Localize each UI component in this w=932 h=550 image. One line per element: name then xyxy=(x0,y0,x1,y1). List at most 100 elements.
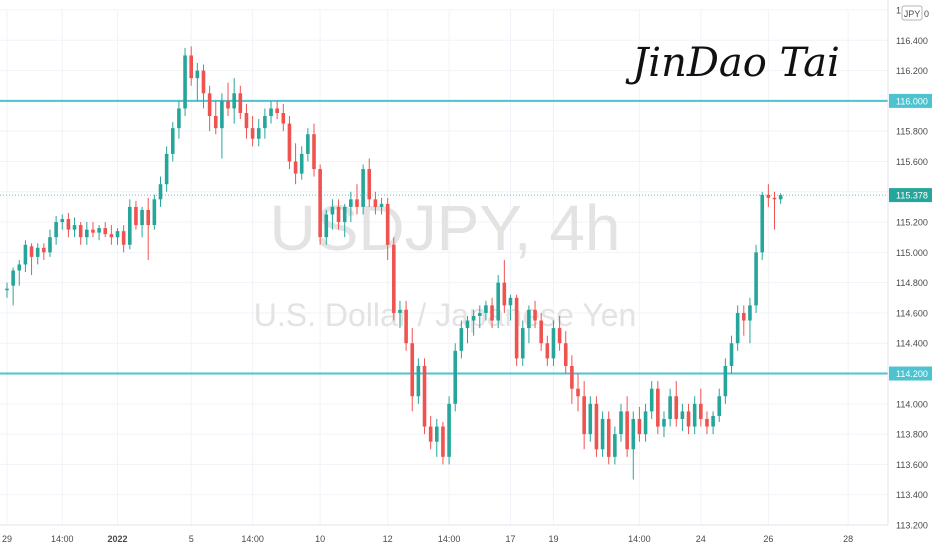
candle-body xyxy=(570,365,574,389)
horizontal-levels xyxy=(0,99,888,375)
candle-body xyxy=(152,199,157,226)
candle xyxy=(48,229,52,257)
candle xyxy=(146,197,151,260)
candle-body xyxy=(435,426,439,442)
candle xyxy=(263,108,267,139)
candle xyxy=(367,158,372,207)
candle-body xyxy=(78,225,83,238)
candle-body xyxy=(699,403,703,419)
candle-body xyxy=(416,365,421,397)
candle xyxy=(563,331,568,374)
candle xyxy=(398,300,402,329)
candle-body xyxy=(72,225,77,230)
candle-body xyxy=(134,206,138,226)
candle-body xyxy=(545,343,550,359)
candle-body xyxy=(527,309,531,329)
candle xyxy=(134,200,138,230)
candle-body xyxy=(54,222,58,238)
candle xyxy=(533,300,537,329)
candle xyxy=(545,335,550,366)
candle-body xyxy=(158,184,163,200)
candle xyxy=(269,100,273,124)
candle-body xyxy=(588,403,593,435)
candle xyxy=(490,297,494,329)
candle xyxy=(772,191,777,230)
candle xyxy=(35,243,40,265)
candle-body xyxy=(711,415,715,427)
scale-mode-label[interactable]: 0 xyxy=(924,9,929,19)
price-axis-background xyxy=(888,0,932,525)
time-tick-label: 24 xyxy=(696,534,706,544)
candle-body xyxy=(398,309,402,313)
candle-body xyxy=(606,418,611,457)
candle xyxy=(183,47,187,117)
candle xyxy=(330,199,335,230)
candle xyxy=(502,259,507,313)
candle xyxy=(557,315,562,351)
candle-body xyxy=(48,237,52,253)
time-tick-label: 17 xyxy=(505,534,515,544)
currency-badge-frame xyxy=(901,5,923,21)
candle xyxy=(680,403,685,432)
candle xyxy=(121,225,126,253)
candle xyxy=(705,411,709,435)
symbol-watermark: USDJPY, 4h xyxy=(270,192,621,264)
candle-body xyxy=(754,252,758,306)
price-labels: 116.000 114.200 115.378 xyxy=(889,93,932,381)
time-tick-label: 14:00 xyxy=(51,534,74,544)
candle-body xyxy=(361,169,365,207)
candle-body xyxy=(619,411,623,435)
candle-body xyxy=(330,206,335,215)
candle-body xyxy=(299,153,304,174)
price-tick-label: 116.200 xyxy=(896,66,928,76)
candle xyxy=(177,100,181,139)
candle xyxy=(588,396,593,442)
candle-body xyxy=(256,128,261,139)
candle xyxy=(606,411,611,465)
candle xyxy=(281,103,286,132)
candle xyxy=(170,122,175,162)
candle xyxy=(152,194,157,230)
candle-body xyxy=(250,128,255,139)
candle xyxy=(109,225,114,245)
time-axis[interactable] xyxy=(0,524,932,550)
candle xyxy=(306,128,310,162)
candle xyxy=(471,309,476,336)
price-tick-label: 114.600 xyxy=(896,308,928,318)
candle xyxy=(428,415,433,450)
candle xyxy=(613,426,617,465)
time-tick-label: 19 xyxy=(548,534,558,544)
currency-badge[interactable]: JPY xyxy=(901,5,923,21)
candle-body xyxy=(551,328,556,359)
candle xyxy=(527,305,531,344)
candle xyxy=(416,358,421,404)
candle-body xyxy=(349,199,353,207)
candle-body xyxy=(594,403,599,450)
candle xyxy=(582,381,586,450)
candle xyxy=(72,217,77,238)
candle-body xyxy=(760,194,765,253)
candle xyxy=(164,146,169,192)
candle-body xyxy=(109,234,114,238)
candle xyxy=(674,381,679,427)
candle xyxy=(742,305,746,336)
price-axis[interactable] xyxy=(887,0,932,525)
candle xyxy=(410,328,415,412)
candle-body xyxy=(318,169,322,238)
candle xyxy=(336,199,341,230)
candle-body xyxy=(35,247,40,257)
candle xyxy=(520,320,525,366)
time-tick-label: 28 xyxy=(843,534,853,544)
price-tick-label: 115.200 xyxy=(896,218,928,228)
candle xyxy=(5,282,9,298)
candle-body xyxy=(232,93,236,109)
candle xyxy=(484,300,488,321)
candle xyxy=(692,396,697,435)
candle xyxy=(293,143,298,185)
candle-body xyxy=(742,312,746,321)
candle xyxy=(324,209,329,245)
candle xyxy=(594,396,599,457)
candle-body xyxy=(146,209,151,226)
